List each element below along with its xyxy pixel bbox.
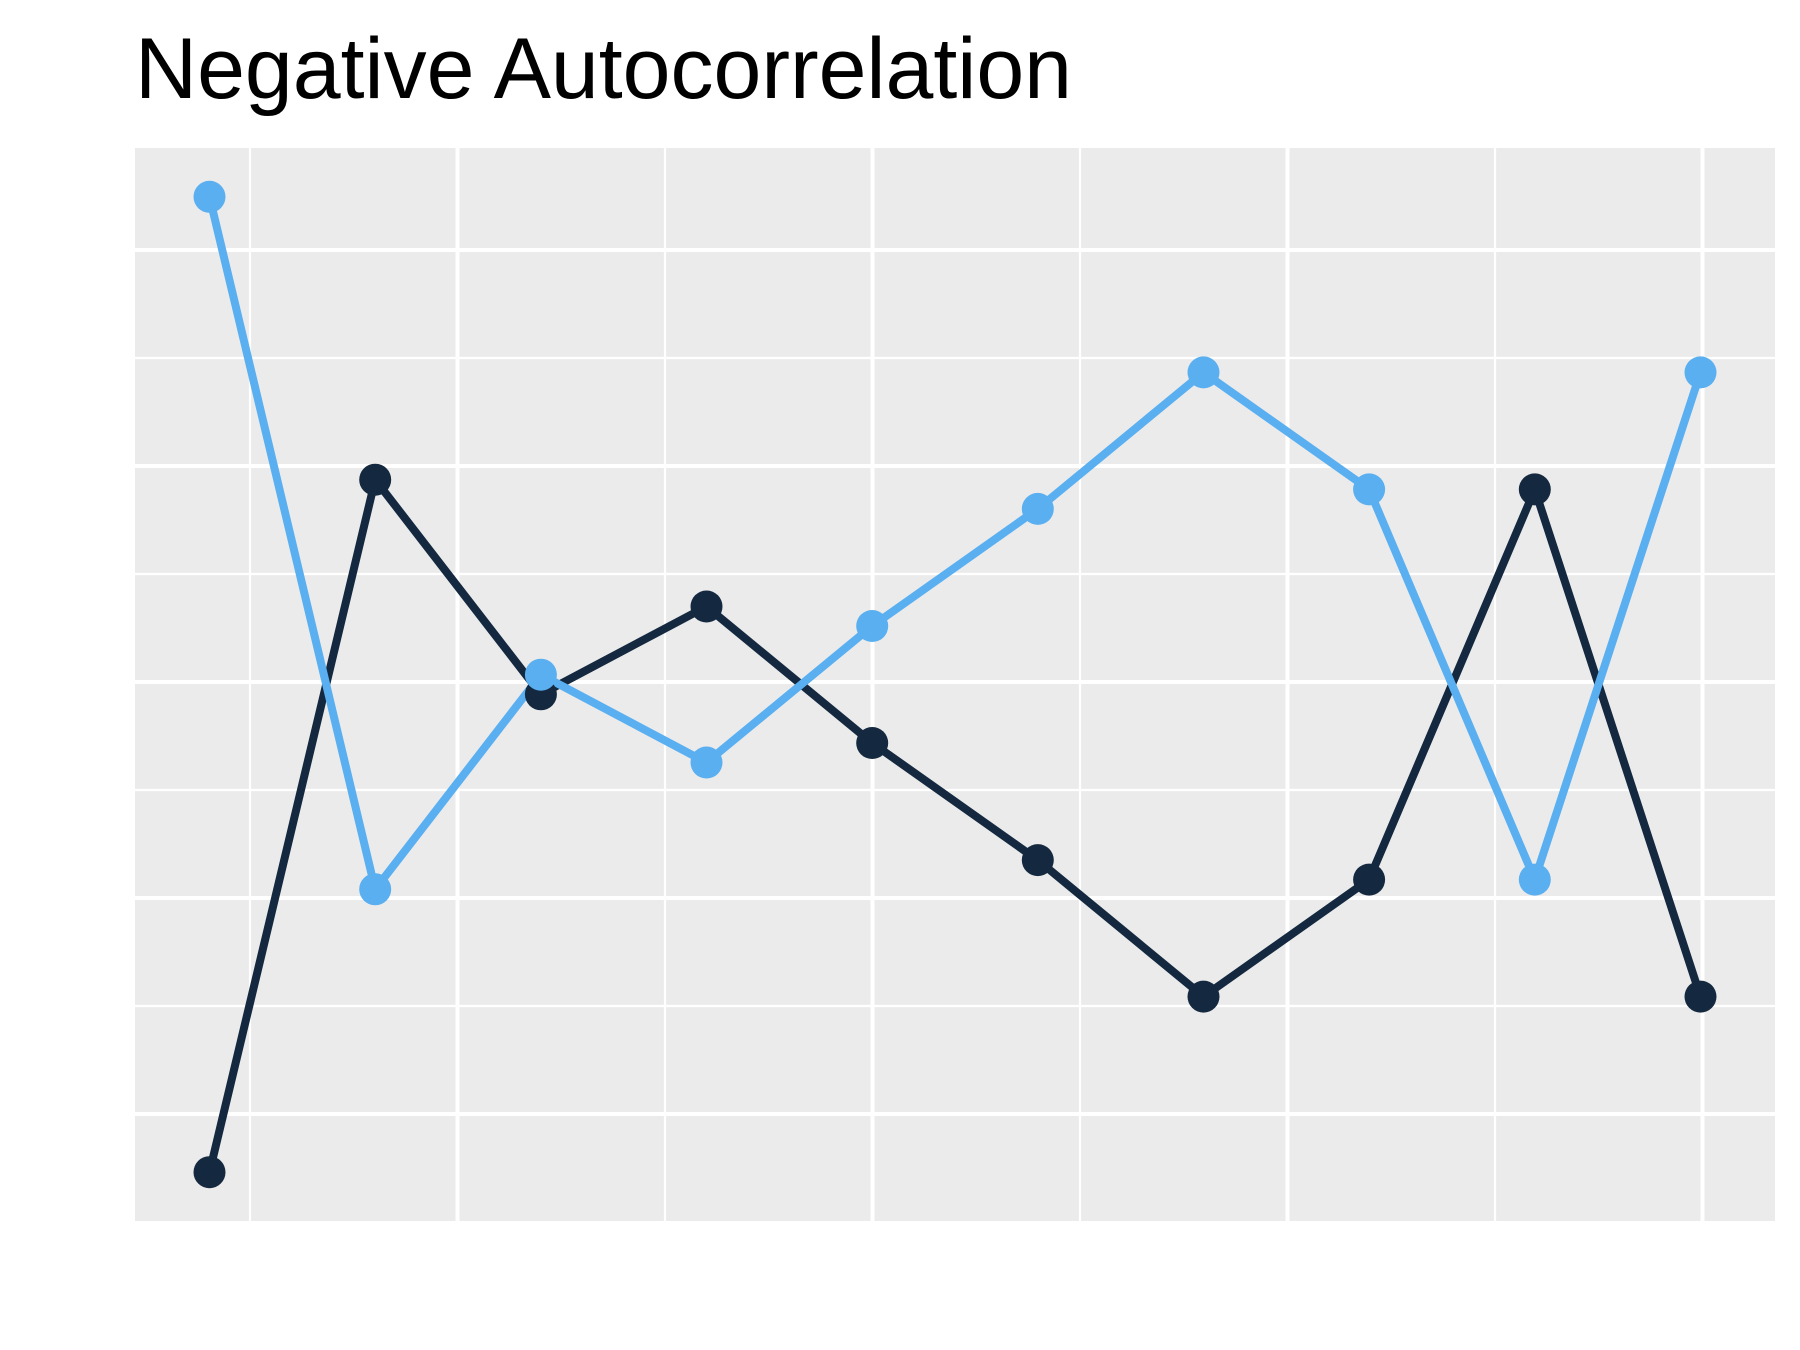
data-point-series-2 xyxy=(1518,863,1551,896)
data-point-series-2 xyxy=(856,610,889,642)
data-point-series-2 xyxy=(359,873,392,906)
data-point-series-1 xyxy=(193,1156,226,1189)
data-point-series-1 xyxy=(1187,980,1220,1013)
series-layer xyxy=(193,180,1717,1189)
data-point-series-2 xyxy=(1684,356,1717,389)
data-point-series-1 xyxy=(856,727,889,759)
chart-title: Negative Autocorrelation xyxy=(135,21,1073,117)
data-point-series-1 xyxy=(1021,844,1054,877)
data-point-series-2 xyxy=(1021,492,1054,525)
grid-lines xyxy=(135,148,1775,1221)
data-point-series-2 xyxy=(690,746,723,779)
data-point-series-1 xyxy=(1353,863,1386,896)
data-point-series-1 xyxy=(1684,980,1717,1013)
data-point-series-1 xyxy=(690,590,723,623)
data-point-series-1 xyxy=(359,463,392,496)
series-line-2 xyxy=(205,192,1705,894)
data-point-series-2 xyxy=(193,180,226,213)
data-point-series-1 xyxy=(1518,473,1551,506)
data-point-series-2 xyxy=(524,658,557,691)
data-point-series-2 xyxy=(1187,356,1220,389)
data-point-series-2 xyxy=(1353,473,1386,506)
plot-panel xyxy=(135,148,1775,1221)
